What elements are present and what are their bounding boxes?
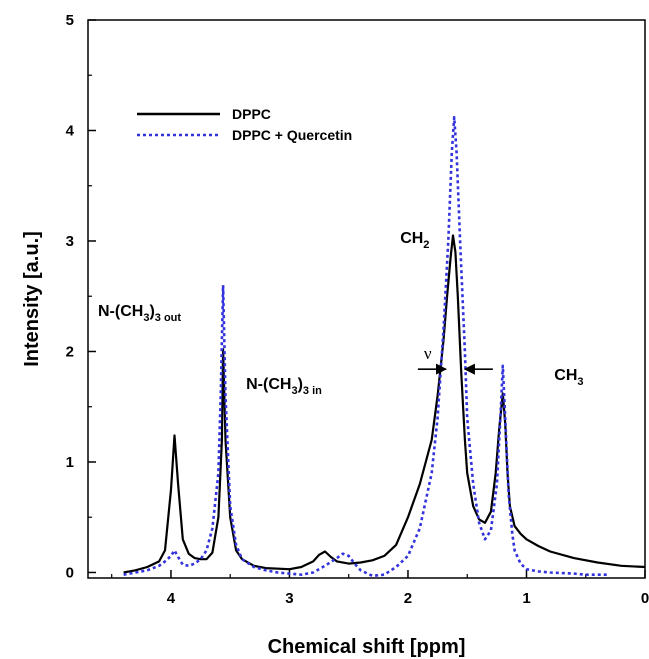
x-axis-title: Chemical shift [ppm] [268,636,466,658]
y-axis-ticks: 0 1 2 3 4 5 [66,12,96,581]
linewidth-marker: ν [417,344,493,375]
series-line-dppc-quercetin [123,115,610,578]
annotation-group: N-(CH3)3 out N-(CH3)3 in CH2 CH3 [98,230,584,397]
y-tick-label: 2 [66,343,74,360]
x-tick-label: 3 [285,590,293,607]
legend-label: DPPC [232,106,271,122]
y-tick-label: 5 [66,12,74,29]
series-line-dppc [123,234,646,574]
legend-label: DPPC + Quercetin [232,127,352,143]
linewidth-nu-label: ν [424,344,432,363]
x-tick-label: 0 [641,590,649,607]
y-axis-title: Intensity [a.u.] [21,231,43,367]
y-tick-label: 1 [66,454,74,471]
plot-frame [87,19,646,579]
series-group [123,115,646,578]
x-tick-label: 2 [404,590,412,607]
y-tick-label: 0 [66,564,74,581]
x-tick-label: 4 [167,590,176,607]
legend: DPPC DPPC + Quercetin [137,106,352,143]
peak-label-nme3-in: N-(CH3)3 in [246,376,322,397]
peak-label-nme3-out: N-(CH3)3 out [98,303,181,324]
peak-label-ch3: CH3 [554,367,583,388]
plot-area: 4 3 2 1 0 0 1 2 3 4 5 N-(CH3)3 out N-(CH3)3 in CH2 C… [66,12,649,607]
x-axis-ticks: 4 3 2 1 0 [111,570,649,607]
peak-label-ch2: CH2 [400,230,429,251]
y-tick-label: 3 [66,233,74,250]
y-tick-label: 4 [66,122,75,139]
x-tick-label: 1 [522,590,530,607]
